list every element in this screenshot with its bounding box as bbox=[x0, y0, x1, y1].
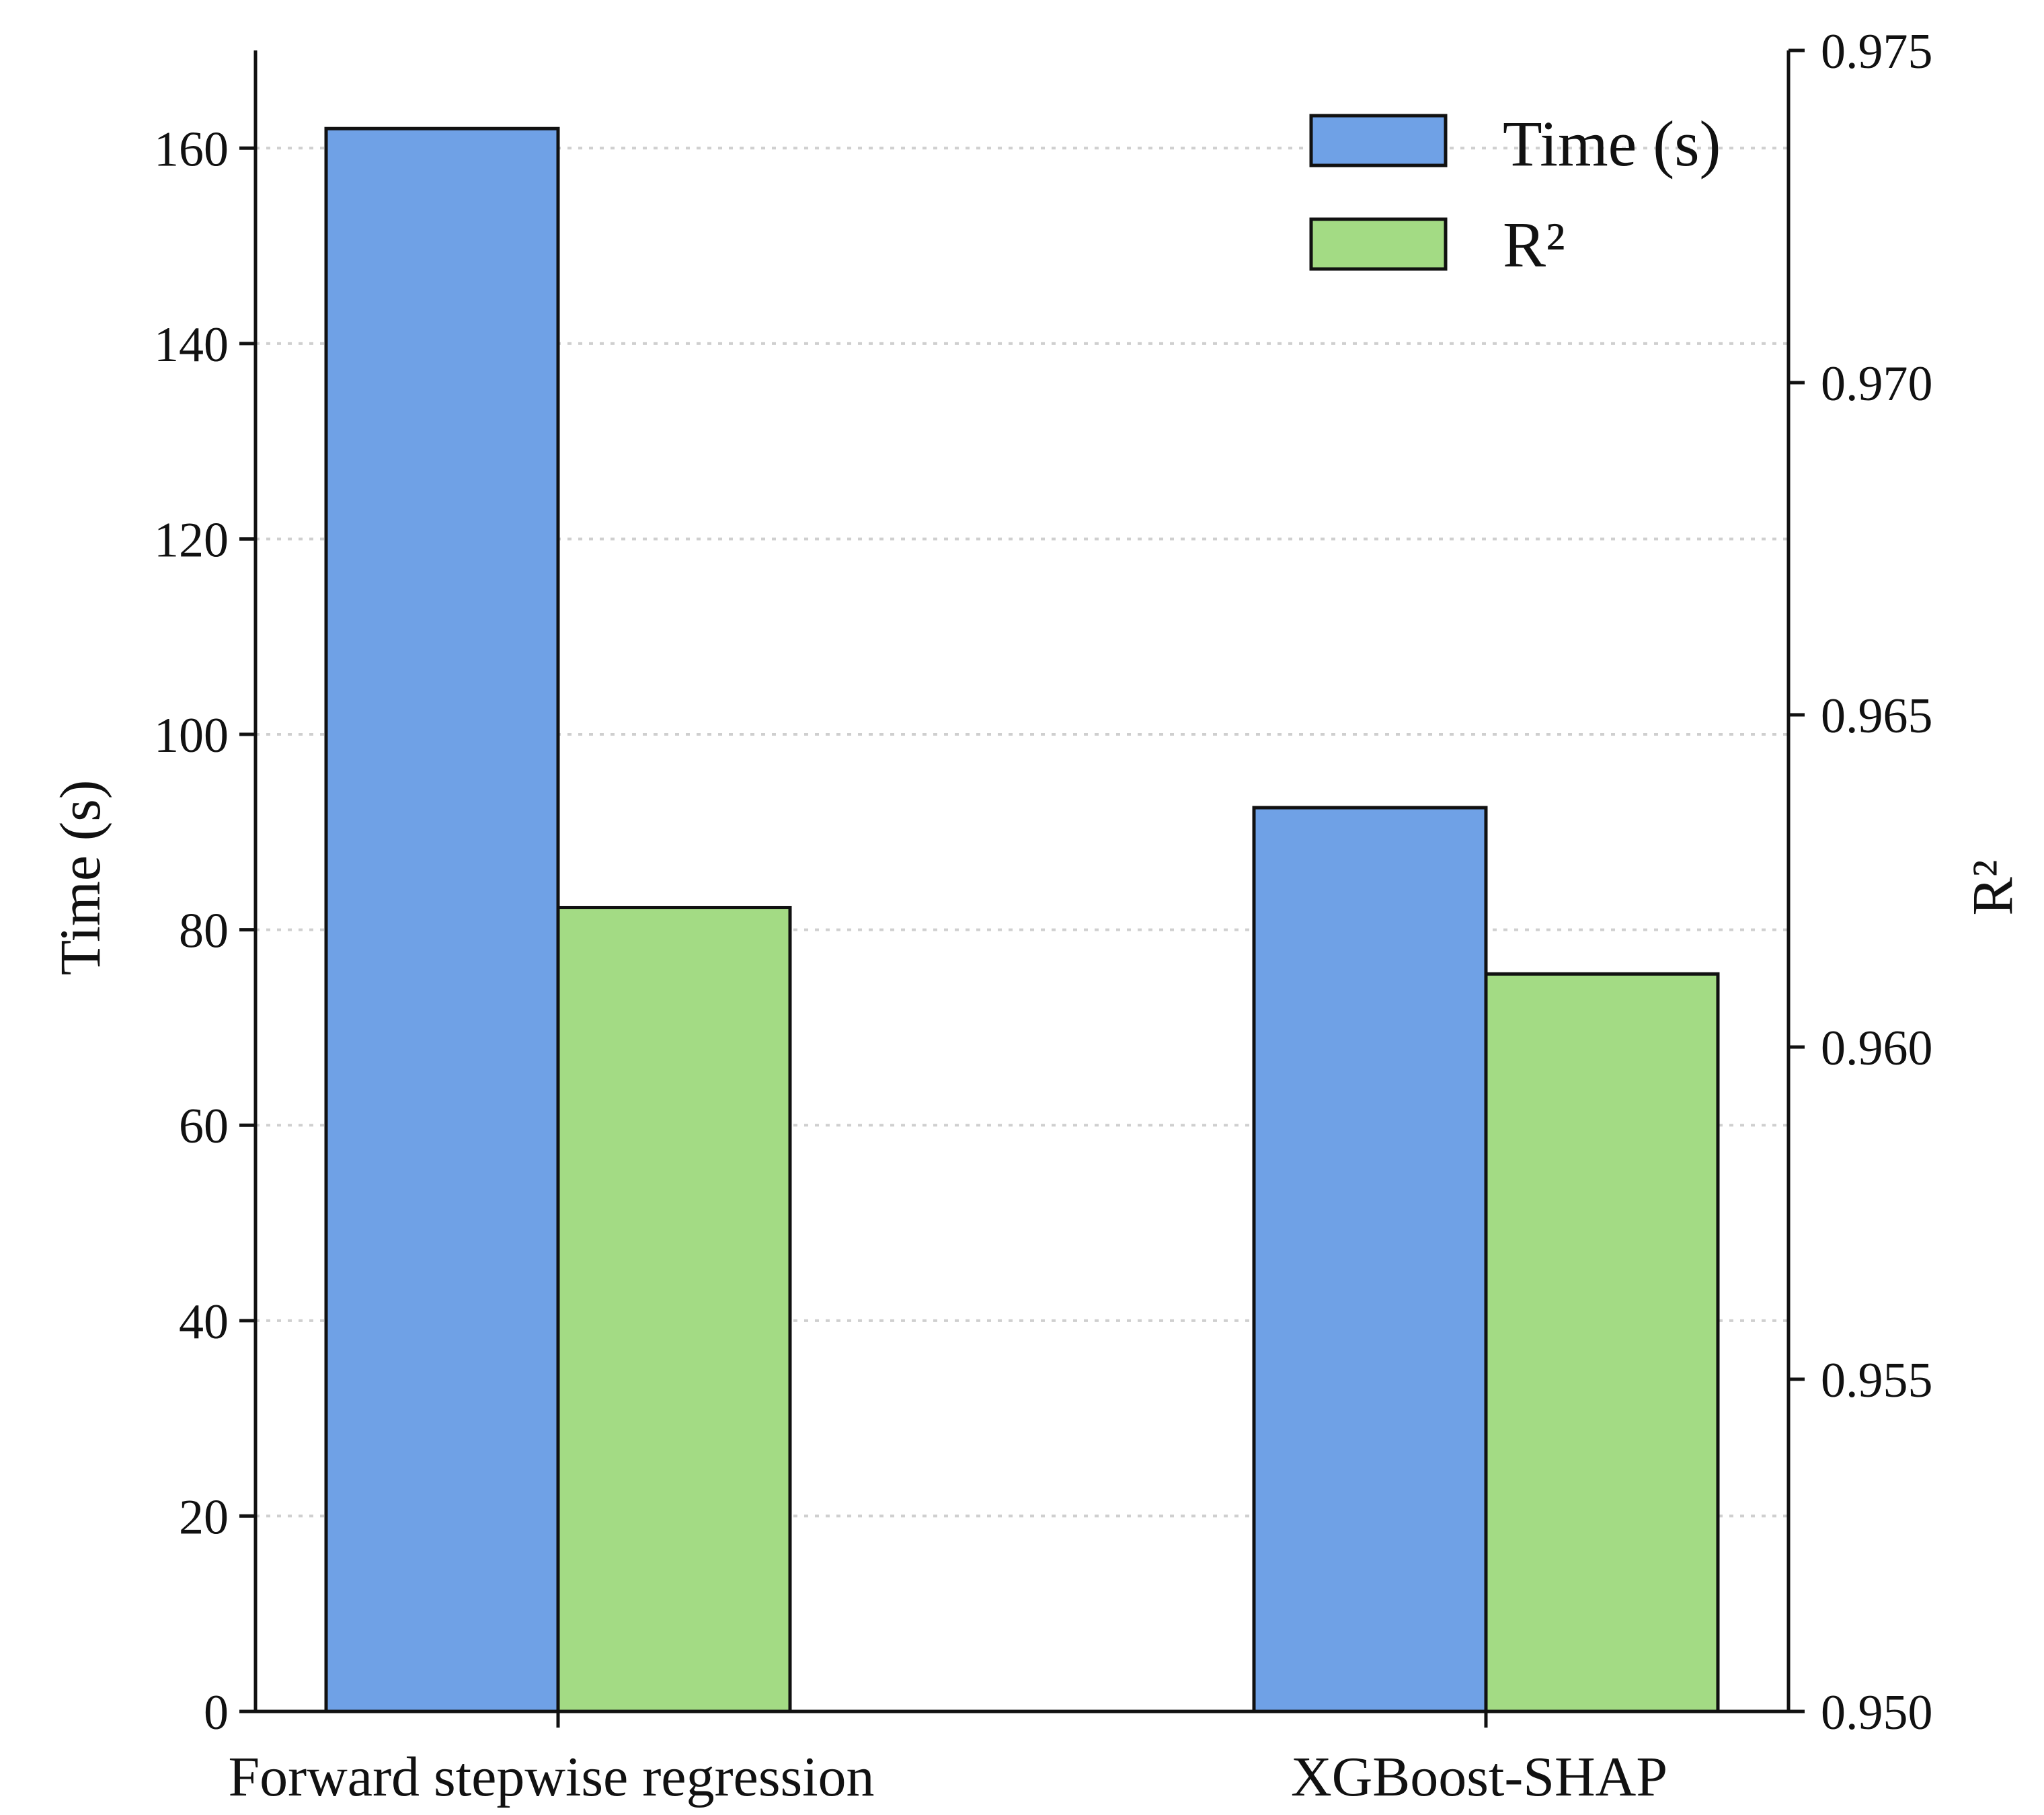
left-tick-label: 140 bbox=[154, 317, 229, 373]
bar-r2-1 bbox=[1484, 972, 1720, 1713]
right-tick-label: 0.960 bbox=[1821, 1021, 1933, 1076]
left-tick-label: 0 bbox=[204, 1685, 229, 1740]
legend-label-r2: R² bbox=[1503, 208, 1565, 280]
right-y-axis-title: R² bbox=[1960, 859, 2025, 915]
left-tick-label: 80 bbox=[179, 904, 229, 959]
left-tick-label: 20 bbox=[179, 1490, 229, 1545]
legend-swatch-r2 bbox=[1309, 217, 1448, 271]
right-tick-label: 0.975 bbox=[1821, 24, 1933, 79]
right-tick-label: 0.970 bbox=[1821, 356, 1933, 412]
right-tick-label: 0.955 bbox=[1821, 1353, 1933, 1408]
left-y-ticks: 0 20 40 60 80 100 120 140 160 bbox=[154, 122, 256, 1740]
x-tick-label: Forward stepwise regression bbox=[228, 1746, 874, 1808]
legend: Time (s) R² bbox=[1309, 108, 1721, 280]
left-tick-label: 40 bbox=[179, 1295, 229, 1350]
right-tick-label: 0.965 bbox=[1821, 689, 1933, 744]
right-tick-label: 0.950 bbox=[1821, 1685, 1933, 1740]
left-tick-label: 160 bbox=[154, 122, 229, 177]
right-y-ticks: 0.950 0.955 0.960 0.965 0.970 0.975 bbox=[1788, 24, 1933, 1740]
left-tick-label: 60 bbox=[179, 1099, 229, 1154]
left-tick-label: 100 bbox=[154, 708, 229, 763]
legend-swatch-time bbox=[1309, 114, 1448, 167]
bar-time-0 bbox=[324, 126, 560, 1713]
axes bbox=[253, 50, 1791, 1713]
left-tick-label: 120 bbox=[154, 512, 229, 568]
bar-r2-0 bbox=[556, 906, 792, 1713]
left-y-axis-title: Time (s) bbox=[48, 780, 112, 976]
x-ticks: Forward stepwise regression XGBoost-SHAP bbox=[228, 1711, 1667, 1808]
legend-label-time: Time (s) bbox=[1503, 108, 1721, 180]
x-tick-label: XGBoost-SHAP bbox=[1291, 1746, 1667, 1808]
bar-time-1 bbox=[1252, 806, 1488, 1713]
grid-lines bbox=[256, 147, 1788, 1518]
bars bbox=[324, 126, 1720, 1713]
